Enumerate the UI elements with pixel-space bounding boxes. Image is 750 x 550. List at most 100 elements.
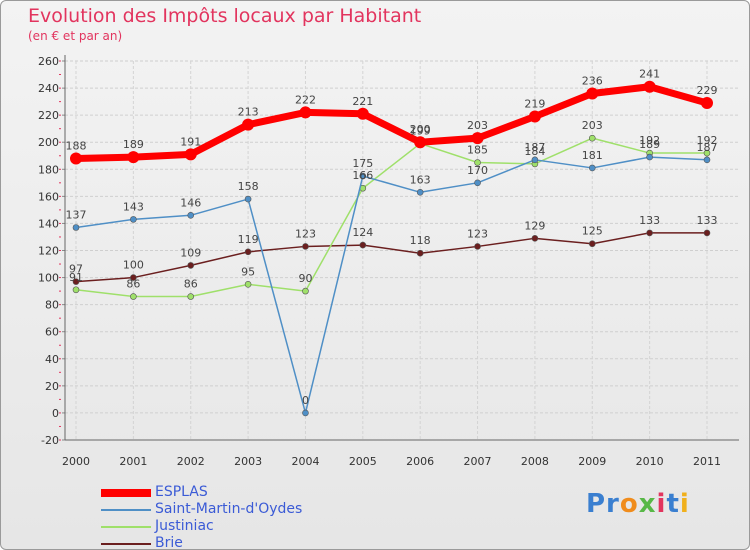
data-point — [242, 118, 255, 131]
x-tick-label: 2005 — [349, 455, 377, 468]
series-layer — [70, 80, 713, 417]
legend-swatch-esplas — [101, 489, 151, 497]
data-point — [187, 212, 195, 219]
data-label: 236 — [582, 74, 603, 87]
data-point — [588, 134, 596, 142]
data-point — [356, 107, 369, 120]
data-point — [643, 80, 656, 93]
data-label: 158 — [238, 180, 259, 193]
legend-label: Brie — [155, 535, 183, 550]
data-label: 86 — [126, 278, 140, 291]
data-point — [302, 409, 309, 417]
x-tick-label: 2006 — [406, 455, 434, 468]
data-label: 86 — [184, 278, 198, 291]
y-tick-label: 180 — [38, 163, 59, 176]
data-point — [244, 281, 252, 288]
y-tick-label: 60 — [45, 326, 59, 339]
proxiti-logo: Proxiti — [586, 489, 690, 519]
data-label: 192 — [697, 134, 718, 147]
x-tick-label: 2010 — [636, 455, 664, 468]
legend-swatch-justiniac — [101, 526, 151, 528]
legend-label: ESPLAS — [155, 484, 208, 500]
data-point — [187, 293, 195, 300]
data-point — [531, 156, 539, 164]
y-tick-label: -20 — [41, 434, 59, 447]
x-tick-label: 2001 — [119, 455, 147, 468]
data-label: 187 — [524, 141, 545, 154]
y-tick-label: 140 — [38, 217, 59, 230]
data-point — [359, 172, 367, 180]
data-label: 175 — [352, 157, 373, 170]
x-tick-label: 2003 — [234, 455, 262, 468]
data-point — [471, 132, 484, 145]
data-label: 219 — [524, 97, 545, 110]
data-point — [703, 229, 711, 237]
series-line-1 — [75, 156, 708, 414]
data-label: 184 — [524, 145, 545, 158]
y-tick-label: 80 — [45, 299, 59, 312]
data-label: 241 — [639, 68, 660, 81]
data-point — [184, 148, 197, 161]
data-label: 133 — [697, 214, 718, 227]
data-point — [359, 241, 367, 249]
data-point — [72, 286, 80, 294]
y-tick-label: 200 — [38, 136, 59, 149]
data-point — [244, 248, 252, 256]
data-point — [416, 249, 424, 257]
chart-subtitle: (en € et par an) — [28, 29, 123, 43]
data-point — [531, 235, 539, 242]
data-label: 143 — [123, 200, 144, 213]
data-label: 124 — [352, 226, 373, 239]
data-point — [703, 156, 711, 164]
x-tick-label: 2011 — [693, 455, 721, 468]
y-tick-label: 240 — [38, 82, 59, 95]
legend-swatch-saint-martin — [101, 509, 151, 511]
data-point — [703, 149, 711, 157]
data-label: 97 — [69, 263, 83, 276]
data-point — [646, 153, 653, 161]
data-label: 125 — [582, 225, 603, 238]
data-label: 187 — [697, 141, 718, 154]
data-point — [130, 293, 137, 300]
series-line-2 — [75, 137, 707, 298]
data-label: 129 — [524, 219, 545, 232]
data-point — [414, 136, 427, 149]
data-label: 123 — [295, 227, 316, 240]
value-labels: 97 100 109 119 123 124 118 123 129 125 133 133 91 86 8… — [66, 68, 718, 407]
legend-swatch-brie — [101, 543, 151, 545]
x-tick-label: 2000 — [62, 455, 90, 468]
y-tick-label: 40 — [45, 353, 59, 366]
data-label: 170 — [467, 164, 488, 177]
x-tick-label: 2002 — [177, 455, 205, 468]
x-tick-label: 2009 — [578, 455, 606, 468]
chart-title: Evolution des Impôts locaux par Habitant — [28, 5, 422, 27]
data-label: 90 — [298, 272, 312, 285]
data-label: 123 — [467, 227, 488, 240]
data-label: 95 — [241, 265, 255, 278]
data-point — [72, 224, 80, 231]
data-label: 199 — [410, 125, 431, 138]
x-tick-label: 2007 — [464, 455, 492, 468]
data-point — [72, 278, 80, 285]
data-label: 137 — [66, 208, 87, 221]
y-tick-label: 220 — [38, 109, 59, 122]
data-label: 222 — [295, 93, 316, 106]
data-label: 203 — [467, 119, 488, 132]
series-line-3 — [75, 232, 707, 283]
data-point — [474, 243, 481, 250]
data-point — [701, 96, 713, 109]
data-label: 191 — [180, 135, 201, 148]
data-label: 118 — [410, 234, 431, 247]
data-label: 91 — [69, 271, 83, 284]
y-tick-label: 0 — [52, 407, 59, 420]
x-tick-label: 2004 — [291, 455, 319, 468]
data-point — [244, 195, 252, 203]
data-point — [302, 287, 309, 295]
data-label: 192 — [639, 134, 660, 147]
data-point — [588, 240, 596, 248]
y-tick-label: 100 — [38, 272, 59, 285]
data-point — [130, 274, 137, 281]
y-tick-label: 260 — [38, 55, 59, 68]
